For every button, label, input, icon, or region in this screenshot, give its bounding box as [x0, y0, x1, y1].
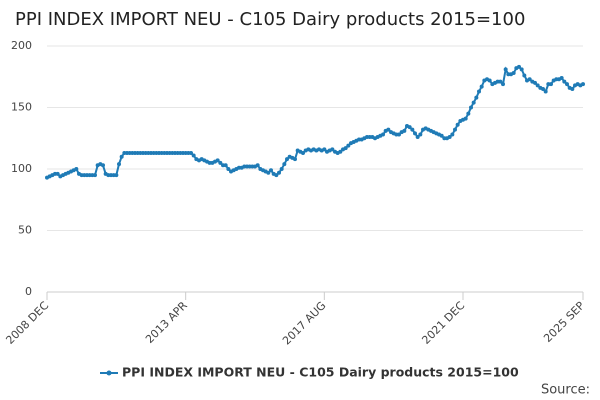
y-tick-label: 50: [18, 224, 32, 237]
point: [535, 83, 540, 88]
y-tick-label: 100: [11, 162, 32, 175]
point: [279, 167, 284, 171]
point: [266, 170, 271, 175]
point: [455, 122, 460, 127]
point: [471, 100, 476, 105]
point: [189, 151, 193, 156]
point: [218, 160, 223, 165]
x-tick-label: 2013 APR: [143, 299, 190, 346]
point: [501, 82, 505, 87]
point: [277, 170, 281, 175]
point: [527, 77, 532, 82]
point: [301, 151, 305, 156]
chart-title: PPI INDEX IMPORT NEU - C105 Dairy produc…: [15, 9, 525, 30]
legend-marker: [106, 370, 112, 376]
point: [343, 146, 348, 151]
point: [397, 132, 401, 137]
point: [466, 111, 471, 116]
point: [410, 127, 415, 132]
point: [487, 78, 492, 83]
point: [191, 153, 196, 158]
point: [119, 154, 124, 159]
point: [479, 84, 484, 89]
point: [541, 87, 545, 92]
point: [330, 147, 335, 152]
x-tick-label: 2017 AUG: [280, 299, 329, 348]
point: [223, 163, 228, 168]
point: [418, 132, 423, 137]
point: [269, 168, 273, 173]
point: [117, 162, 121, 167]
point: [559, 75, 564, 80]
point: [114, 173, 119, 178]
point: [522, 73, 527, 78]
point: [469, 105, 473, 110]
point: [498, 79, 503, 84]
legend-label: PPI INDEX IMPORT NEU - C105 Dairy produc…: [122, 365, 519, 380]
x-tick-label: 2021 DEC: [419, 299, 467, 347]
point: [215, 158, 220, 163]
point: [415, 135, 420, 140]
point: [285, 157, 289, 162]
point: [439, 133, 444, 138]
point: [450, 132, 455, 137]
point: [101, 163, 105, 168]
point: [511, 71, 516, 76]
point: [55, 171, 60, 176]
x-tick-label: 2008 DEC: [3, 299, 51, 347]
source-label: Source:: [541, 383, 590, 398]
point: [402, 128, 407, 133]
point: [447, 135, 452, 140]
point: [581, 82, 585, 87]
point: [381, 132, 385, 137]
point: [407, 125, 412, 130]
point: [562, 79, 567, 84]
y-tick-label: 0: [25, 285, 32, 298]
point: [463, 116, 468, 121]
point: [255, 163, 260, 168]
point: [293, 157, 297, 162]
point: [453, 127, 457, 132]
point: [503, 67, 508, 72]
point: [543, 89, 548, 94]
point: [74, 167, 79, 171]
point: [549, 82, 553, 87]
y-tick-label: 200: [11, 39, 32, 52]
point: [533, 80, 537, 85]
point: [517, 64, 521, 69]
point: [274, 173, 279, 178]
point: [477, 89, 481, 94]
point: [322, 147, 327, 152]
point: [519, 67, 524, 72]
point: [413, 131, 417, 136]
point: [570, 87, 575, 92]
x-tick-label: 2025 SEP: [541, 299, 587, 345]
point: [93, 173, 97, 178]
point: [346, 143, 351, 148]
point: [386, 127, 391, 132]
point: [565, 82, 569, 87]
point: [474, 95, 479, 100]
point: [226, 167, 231, 171]
point: [282, 162, 287, 167]
point: [338, 149, 343, 154]
y-tick-label: 150: [11, 101, 32, 114]
